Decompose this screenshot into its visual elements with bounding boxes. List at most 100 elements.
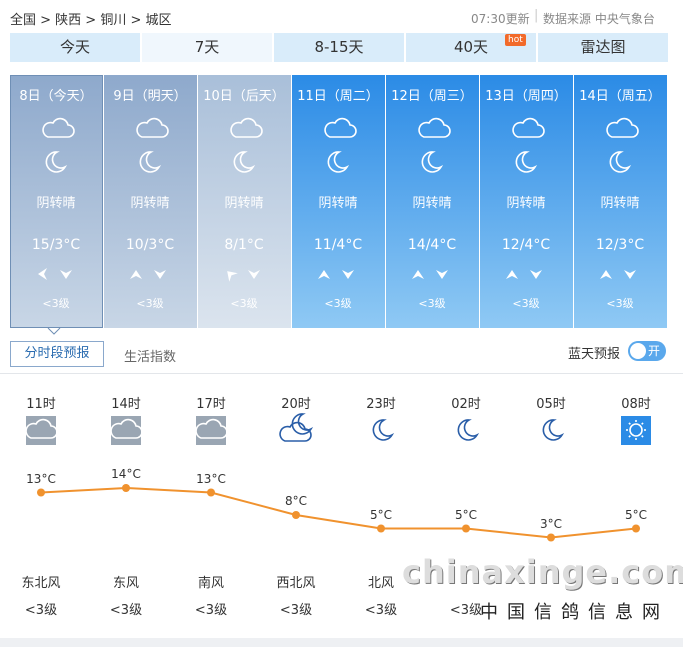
temp-point: [207, 488, 215, 497]
day-icons: [600, 117, 639, 279]
hour-temp-label: 5°C: [454, 507, 478, 522]
tab[interactable]: 7天: [142, 33, 272, 62]
temp-point: [292, 511, 300, 519]
hour-time: 02时: [451, 397, 481, 412]
day-icons: [412, 117, 451, 279]
day-card[interactable]: [104, 75, 197, 328]
temp-point: [37, 488, 45, 497]
hour-time: 17时: [196, 397, 226, 412]
hour-icon: [25, 416, 58, 445]
day-temp: 8/1°C: [224, 237, 264, 253]
day-card[interactable]: [386, 75, 479, 328]
day-wind: <3级: [230, 297, 258, 310]
hour-wind: 东风: [112, 576, 140, 591]
day-wind: <3级: [418, 297, 446, 310]
day-weather: 阴转晴: [224, 196, 264, 211]
tab[interactable]: 今天: [10, 33, 140, 62]
hour-level: <3级: [109, 603, 143, 618]
hour-wind: 西北风: [276, 576, 316, 591]
day-icons: [318, 117, 357, 279]
day-date: 11日（周二）: [297, 89, 379, 104]
watermark-domain: chinaxinge.com: [402, 553, 683, 591]
hour-wind: 南风: [197, 576, 225, 591]
day-icons: [506, 117, 545, 279]
hour-icon: [195, 416, 228, 445]
subtab[interactable]: 生活指数: [124, 350, 177, 365]
day-card[interactable]: [292, 75, 385, 328]
hour-temp-label: 3°C: [539, 516, 563, 531]
card-pointer: [47, 327, 61, 335]
day-date: 12日（周三）: [391, 89, 473, 104]
day-card[interactable]: [480, 75, 573, 328]
temp-point: [122, 484, 130, 492]
day-temp: 15/3°C: [31, 237, 81, 253]
day-weather: 阴转晴: [506, 196, 546, 211]
day-weather: 阴转晴: [318, 196, 358, 211]
hour-temp-label: 13°C: [196, 471, 226, 486]
hour-temp-label: 8°C: [284, 494, 308, 508]
temp-point: [462, 524, 470, 533]
hour-level: <3级: [194, 603, 228, 618]
day-icons: [130, 117, 169, 279]
hour-temp-label: 5°C: [369, 507, 393, 522]
hour-temp-label: 13°C: [26, 471, 56, 486]
day-date: 8日（今天）: [19, 89, 93, 104]
hour-time: 20时: [281, 397, 311, 412]
hour-temp-label: 14°C: [111, 467, 141, 481]
tab[interactable]: 雷达图: [538, 33, 668, 62]
temp-point: [377, 524, 385, 533]
breadcrumb[interactable]: 全国 > 陕西 > 铜川 > 城区: [10, 13, 172, 28]
day-wind: <3级: [136, 297, 164, 310]
temp-point: [632, 524, 640, 533]
hot-badge: hot: [505, 34, 526, 46]
day-date: 13日（周四）: [485, 89, 567, 104]
day-weather: 阴转晴: [36, 196, 76, 211]
hour-wind: 北风: [367, 576, 395, 591]
day-card[interactable]: [10, 75, 103, 328]
day-temp: 12/3°C: [595, 237, 645, 253]
hour-icon: [110, 416, 143, 445]
tab[interactable]: 8-15天: [274, 33, 404, 62]
hour-time: 11时: [26, 397, 56, 412]
temp-point: [547, 533, 555, 542]
toggle-label: 蓝天预报: [568, 347, 621, 362]
hour-level: <3级: [279, 603, 313, 618]
temp-line: [40, 486, 637, 539]
separator: |: [534, 8, 539, 23]
day-weather: 阴转晴: [412, 196, 452, 211]
day-temp: 11/4°C: [313, 237, 363, 253]
day-wind: <3级: [606, 297, 634, 310]
hour-temp-label: 5°C: [624, 507, 648, 522]
hour-time: 05时: [536, 397, 566, 412]
divider: [0, 373, 683, 374]
hour-icon: [621, 416, 651, 445]
day-temp: 14/4°C: [407, 237, 457, 253]
day-date: 10日（后天）: [203, 89, 285, 104]
hour-icon: [457, 419, 480, 441]
watermark-site: 中国信鸽信息网: [480, 602, 669, 623]
day-weather: 阴转晴: [130, 196, 170, 211]
hour-time: 08时: [621, 397, 651, 412]
hour-level: <3级: [24, 603, 58, 618]
day-weather: 阴转晴: [600, 196, 640, 211]
update-time: 07:30更新: [471, 12, 530, 26]
hour-icon: [279, 413, 314, 442]
day-card[interactable]: [198, 75, 291, 328]
source: 数据来源 中央气象台: [543, 12, 655, 26]
hour-time: 23时: [366, 397, 396, 412]
day-temp: 10/3°C: [125, 237, 175, 253]
toggle-knob: [630, 343, 646, 359]
day-card[interactable]: [574, 75, 667, 328]
subtab[interactable]: 分时段预报: [10, 341, 104, 367]
day-wind: <3级: [512, 297, 540, 310]
day-icons: [38, 117, 75, 280]
hour-icon: [372, 419, 395, 441]
day-icons: [227, 117, 263, 282]
day-wind: <3级: [324, 297, 352, 310]
hour-level: <3级: [364, 603, 398, 618]
hour-icon: [542, 419, 565, 441]
hour-level: <3级: [449, 603, 483, 618]
day-temp: 12/4°C: [501, 237, 551, 253]
